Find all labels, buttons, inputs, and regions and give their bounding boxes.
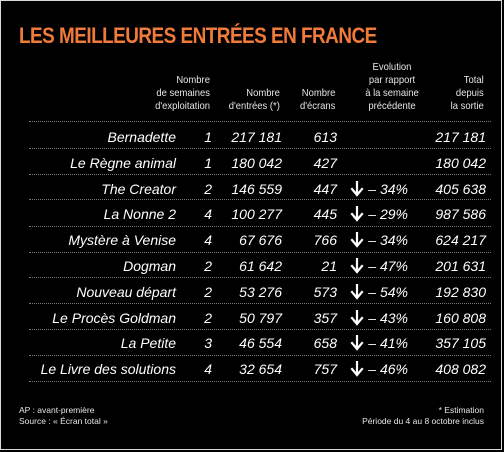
film-title: Le Livre des solutions — [40, 361, 176, 378]
film-title: Le Règne animal — [70, 154, 176, 171]
table-row: Dogman 2 61 642 21 – 47% 201 631 — [1, 254, 503, 278]
table-row: La Nonne 2 4 100 277 445 – 29% 987 586 — [1, 202, 503, 226]
evolution-value: – 34% — [368, 180, 408, 197]
total-count: 217 181 — [435, 129, 486, 145]
evolution-value: – 34% — [368, 232, 408, 249]
table-row: Nouveau départ 2 53 276 573 – 54% 192 830 — [1, 280, 503, 304]
film-title: Mystère à Venise — [68, 232, 176, 249]
screens-count: 658 — [313, 335, 337, 352]
total-count: 624 217 — [435, 232, 486, 249]
total-count: 405 638 — [435, 180, 486, 197]
entries-count: 50 797 — [239, 309, 282, 326]
evolution-value: – 43% — [368, 309, 408, 326]
evolution-value: – 41% — [368, 335, 408, 352]
entries-count: 100 277 — [231, 206, 282, 223]
row-divider — [29, 355, 491, 356]
table-row: Bernadette 1 217 181 613 217 181 — [1, 125, 503, 149]
entries-count: 46 554 — [239, 335, 282, 352]
screens-count: 21 — [321, 258, 337, 274]
screens-count: 447 — [313, 180, 337, 197]
total-count: 987 586 — [435, 206, 486, 223]
entries-count: 180 042 — [231, 154, 282, 171]
screens-count: 766 — [313, 232, 337, 249]
page-title: LES MEILLEURES ENTRÉES EN FRANCE — [19, 23, 377, 48]
screens-count: 427 — [313, 154, 337, 171]
footnote-estimation: * Estimation — [438, 405, 484, 415]
row-divider — [29, 174, 491, 175]
row-divider — [29, 381, 491, 382]
screens-count: 573 — [313, 283, 337, 300]
footnote-ap: AP : avant-première — [19, 405, 95, 415]
screens-count: 357 — [313, 309, 337, 326]
evolution-value: – 47% — [368, 258, 408, 274]
evolution-value: – 46% — [368, 361, 408, 378]
arrow-down-icon — [350, 180, 364, 197]
screens-count: 613 — [313, 129, 337, 145]
header-total: Total depuis la sortie — [450, 74, 484, 112]
row-divider — [29, 226, 491, 227]
entries-count: 53 276 — [239, 283, 282, 300]
evolution-value: – 29% — [368, 206, 408, 223]
row-divider — [29, 199, 491, 200]
table-row: La Petite 3 46 554 658 – 41% 357 105 — [1, 331, 503, 355]
total-count: 180 042 — [435, 154, 486, 171]
film-title: La Petite — [120, 335, 176, 352]
table-row: Mystère à Venise 4 67 676 766 – 34% 624 217 — [1, 228, 503, 252]
row-divider — [29, 303, 491, 304]
entries-count: 67 676 — [239, 232, 282, 249]
row-divider — [29, 277, 491, 278]
total-count: 160 808 — [435, 309, 486, 326]
arrow-down-icon — [350, 309, 364, 326]
header-evolution: Evolution par rapport à la semaine précé… — [365, 61, 419, 112]
weeks-count: 2 — [204, 258, 212, 274]
weeks-count: 1 — [204, 129, 212, 145]
screens-count: 757 — [313, 361, 337, 378]
arrow-down-icon — [350, 258, 364, 274]
film-title: Dogman — [123, 258, 176, 274]
footnote-source: Source : « Écran total » — [19, 416, 108, 426]
total-count: 201 631 — [435, 258, 486, 274]
weeks-count: 1 — [204, 154, 212, 171]
header-entries: Nombre d'entrées (*) — [228, 87, 280, 112]
film-title: The Creator — [101, 180, 176, 197]
film-title: Nouveau départ — [76, 283, 176, 300]
row-divider — [29, 121, 491, 122]
total-count: 192 830 — [435, 283, 486, 300]
header-screens: Nombre d'écrans — [299, 87, 335, 112]
header-weeks: Nombre de semaines d'exploitation — [155, 74, 210, 112]
footnote-period: Période du 4 au 8 octobre inclus — [362, 416, 484, 426]
total-count: 408 082 — [435, 361, 486, 378]
film-title: Le Procès Goldman — [52, 309, 176, 326]
arrow-down-icon — [350, 232, 364, 248]
row-divider — [29, 252, 491, 253]
entries-count: 217 181 — [231, 129, 282, 145]
arrow-down-icon — [350, 361, 364, 377]
table-row: Le Règne animal 1 180 042 427 180 042 — [1, 151, 503, 175]
weeks-count: 3 — [204, 335, 212, 352]
entries-count: 146 559 — [231, 180, 282, 197]
table-row: The Creator 2 146 559 447 – 34% 405 638 — [1, 177, 503, 201]
row-divider — [29, 148, 491, 149]
screens-count: 445 — [313, 206, 337, 223]
weeks-count: 2 — [204, 283, 212, 300]
arrow-down-icon — [350, 283, 364, 300]
row-divider — [29, 329, 491, 330]
evolution-value: – 54% — [368, 283, 408, 300]
entries-count: 32 654 — [239, 361, 282, 378]
total-count: 357 105 — [435, 335, 486, 352]
weeks-count: 2 — [204, 180, 212, 197]
entries-count: 61 642 — [239, 258, 282, 274]
film-title: La Nonne 2 — [103, 206, 176, 223]
table-row: Le Livre des solutions 4 32 654 757 – 46% 408… — [1, 357, 503, 381]
arrow-down-icon — [350, 206, 364, 223]
film-title: Bernadette — [107, 129, 177, 145]
weeks-count: 4 — [204, 232, 212, 249]
table-row: Le Procès Goldman 2 50 797 357 – 43% 160 808 — [1, 306, 503, 330]
weeks-count: 4 — [204, 206, 212, 223]
weeks-count: 4 — [204, 361, 212, 378]
arrow-down-icon — [350, 335, 364, 352]
weeks-count: 2 — [204, 309, 212, 326]
